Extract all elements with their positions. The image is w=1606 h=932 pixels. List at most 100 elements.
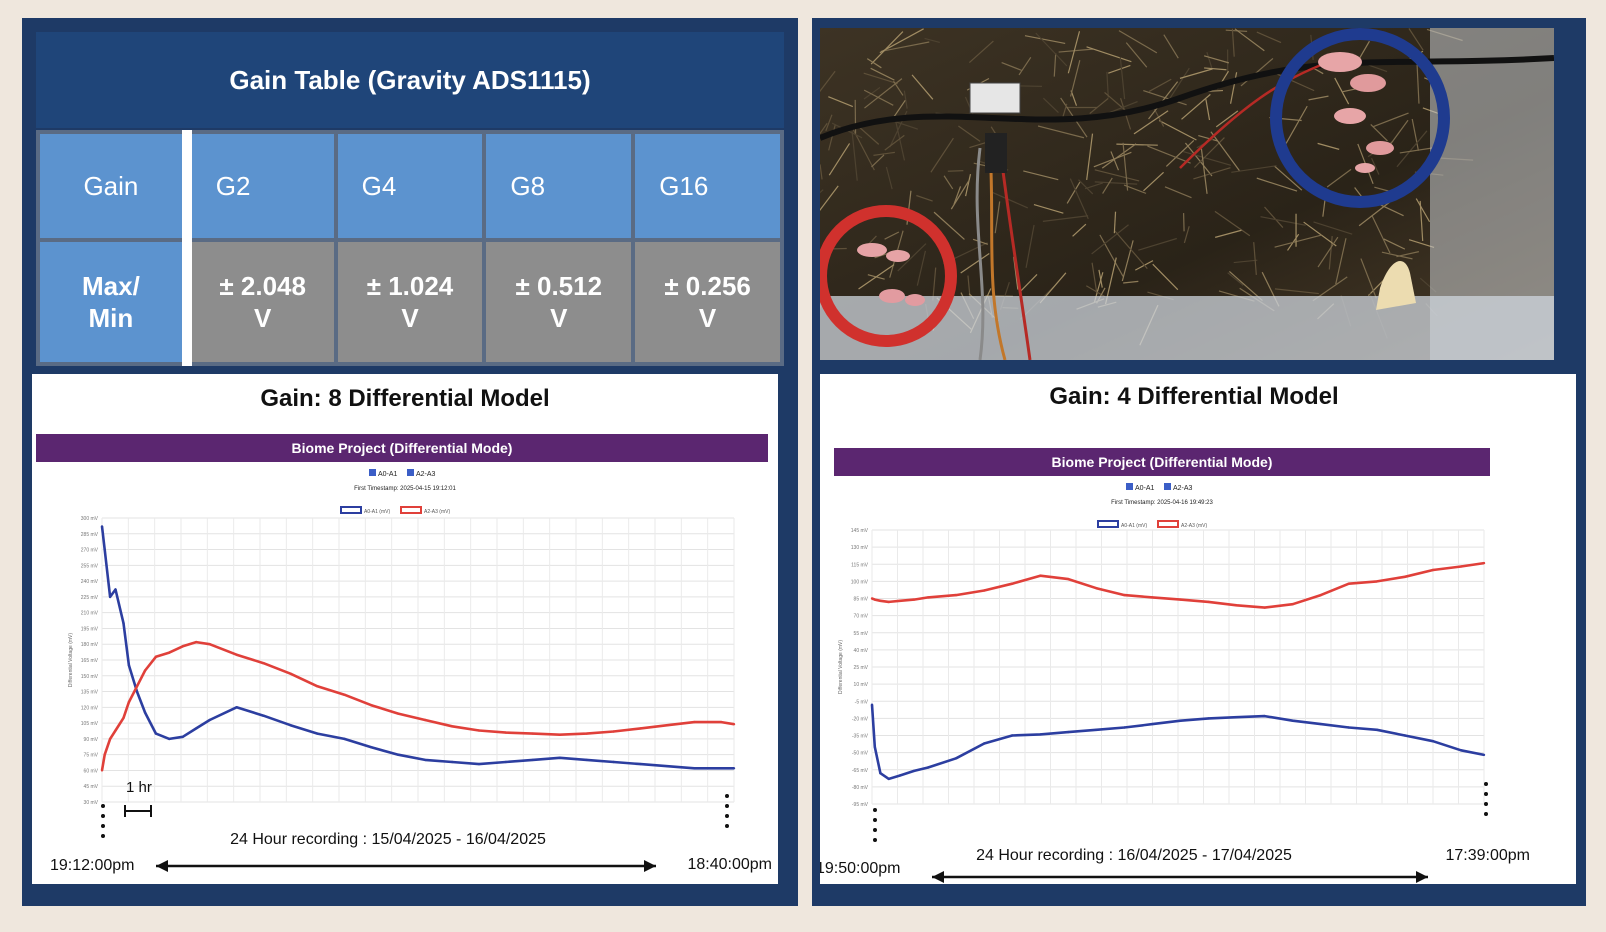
data-point (343, 737, 346, 741)
straw-strand (894, 99, 906, 117)
straw-strand (1214, 229, 1242, 238)
checkbox-a2-a3 (407, 469, 414, 476)
data-point (1459, 749, 1463, 752)
data-point (1375, 580, 1379, 583)
straw-strand (881, 41, 930, 52)
time-marker-dot (1484, 792, 1488, 796)
data-point (1067, 730, 1070, 734)
straw-strand (1110, 151, 1120, 171)
straw-strand (1042, 215, 1089, 222)
straw-strand (858, 264, 895, 290)
white-mushroom (1376, 261, 1416, 310)
gain-cell-g4: G4 (333, 129, 487, 243)
straw-strand (1387, 119, 1409, 149)
straw-strand (893, 114, 906, 161)
straw-strand (1094, 181, 1138, 185)
data-point (666, 765, 669, 768)
straw-strand (1274, 288, 1319, 295)
max-cell-g16: ± 0.256 V (631, 238, 784, 366)
straw-strand (1335, 238, 1347, 285)
straw-strand (863, 89, 894, 106)
y-tick-label: 45 mV (84, 784, 99, 790)
data-point (423, 718, 427, 722)
gain-table: Gain G2 G4 G8 G16 Max/ Min ± 2.048 V ± 1.… (36, 129, 784, 366)
straw-strand (1164, 186, 1192, 199)
straw-strand (1225, 29, 1248, 32)
time-marker-dot (873, 838, 877, 842)
data-point (316, 732, 319, 735)
chart-panel-title: Gain: 8 Differential Model (260, 385, 549, 412)
data-point (1151, 722, 1154, 726)
time-marker-dot (873, 828, 877, 832)
data-point (1431, 740, 1435, 743)
data-point (1431, 568, 1435, 572)
straw-strand (1158, 119, 1197, 141)
y-tick-label: -50 mV (852, 751, 869, 757)
max-min-row: Max/ Min ± 2.048 V ± 1.024 V ± 0.512 V ± 0.… (36, 238, 784, 366)
straw-strand (1148, 78, 1172, 92)
straw-strand (1419, 200, 1424, 242)
straw-strand (828, 124, 836, 151)
data-point (122, 716, 125, 720)
straw-strand (879, 28, 924, 54)
straw-strand (1125, 42, 1148, 68)
straw-strand (1260, 216, 1306, 226)
data-point (154, 732, 158, 735)
time-marker-dot (725, 814, 729, 818)
data-point (612, 730, 615, 733)
data-point (135, 685, 139, 688)
y-tick-label: 300 mV (81, 516, 99, 522)
max-min-label-line2: Min (88, 303, 134, 334)
y-tick-label: 60 mV (84, 768, 99, 774)
straw-strand (1183, 150, 1232, 166)
y-tick-label: -95 mV (852, 802, 869, 808)
data-point (1095, 728, 1098, 731)
straw-strand (1231, 165, 1277, 173)
y-tick-label: 270 mV (81, 548, 99, 554)
straw-strand (1053, 53, 1057, 77)
straw-strand (1066, 181, 1081, 204)
straw-strand (1317, 142, 1340, 150)
straw-strand (1371, 157, 1380, 175)
straw-strand (1184, 142, 1213, 177)
straw-strand (1148, 81, 1179, 120)
straw-strand (1183, 226, 1190, 244)
data-point (262, 662, 265, 665)
data-point (181, 735, 184, 738)
pink-mushrooms-right (1318, 52, 1394, 173)
data-point (870, 597, 874, 600)
data-point (370, 746, 373, 749)
data-point (639, 727, 642, 730)
straw-strand (1328, 236, 1333, 270)
y-tick-label: 195 mV (81, 626, 99, 632)
straw-strand (1308, 95, 1329, 101)
checkbox-label-a0-a1: A0-A1 (1135, 485, 1155, 492)
straw-strand (965, 174, 972, 197)
straw-strand (820, 122, 828, 135)
data-point (887, 777, 890, 781)
straw-strand (1214, 210, 1251, 237)
data-point (912, 598, 916, 601)
time-marker-dot (101, 834, 105, 838)
data-point (1039, 574, 1042, 577)
data-point (1123, 593, 1126, 597)
y-tick-label: 70 mV (854, 614, 869, 620)
straw-strand (1357, 40, 1370, 61)
end-time-label: 17:39:00pm (1445, 847, 1530, 864)
straw-strand (924, 37, 940, 44)
chart-panel-title: Gain: 4 Differential Model (1049, 383, 1338, 410)
data-point (1207, 717, 1210, 720)
straw-strand (1165, 140, 1195, 167)
straw-strand (1033, 203, 1064, 214)
connector (969, 82, 1021, 114)
straw-strand (820, 70, 836, 93)
gain-table-title: Gain Table (Gravity ADS1115) (36, 32, 784, 128)
straw-strand (1001, 62, 1022, 71)
straw-strand (1179, 68, 1213, 79)
straw-strand (1086, 133, 1094, 181)
y-tick-label: 240 mV (81, 579, 99, 585)
straw-strand (1035, 32, 1068, 67)
data-point (1235, 716, 1238, 719)
data-point (370, 704, 373, 707)
straw-strand (897, 243, 927, 272)
